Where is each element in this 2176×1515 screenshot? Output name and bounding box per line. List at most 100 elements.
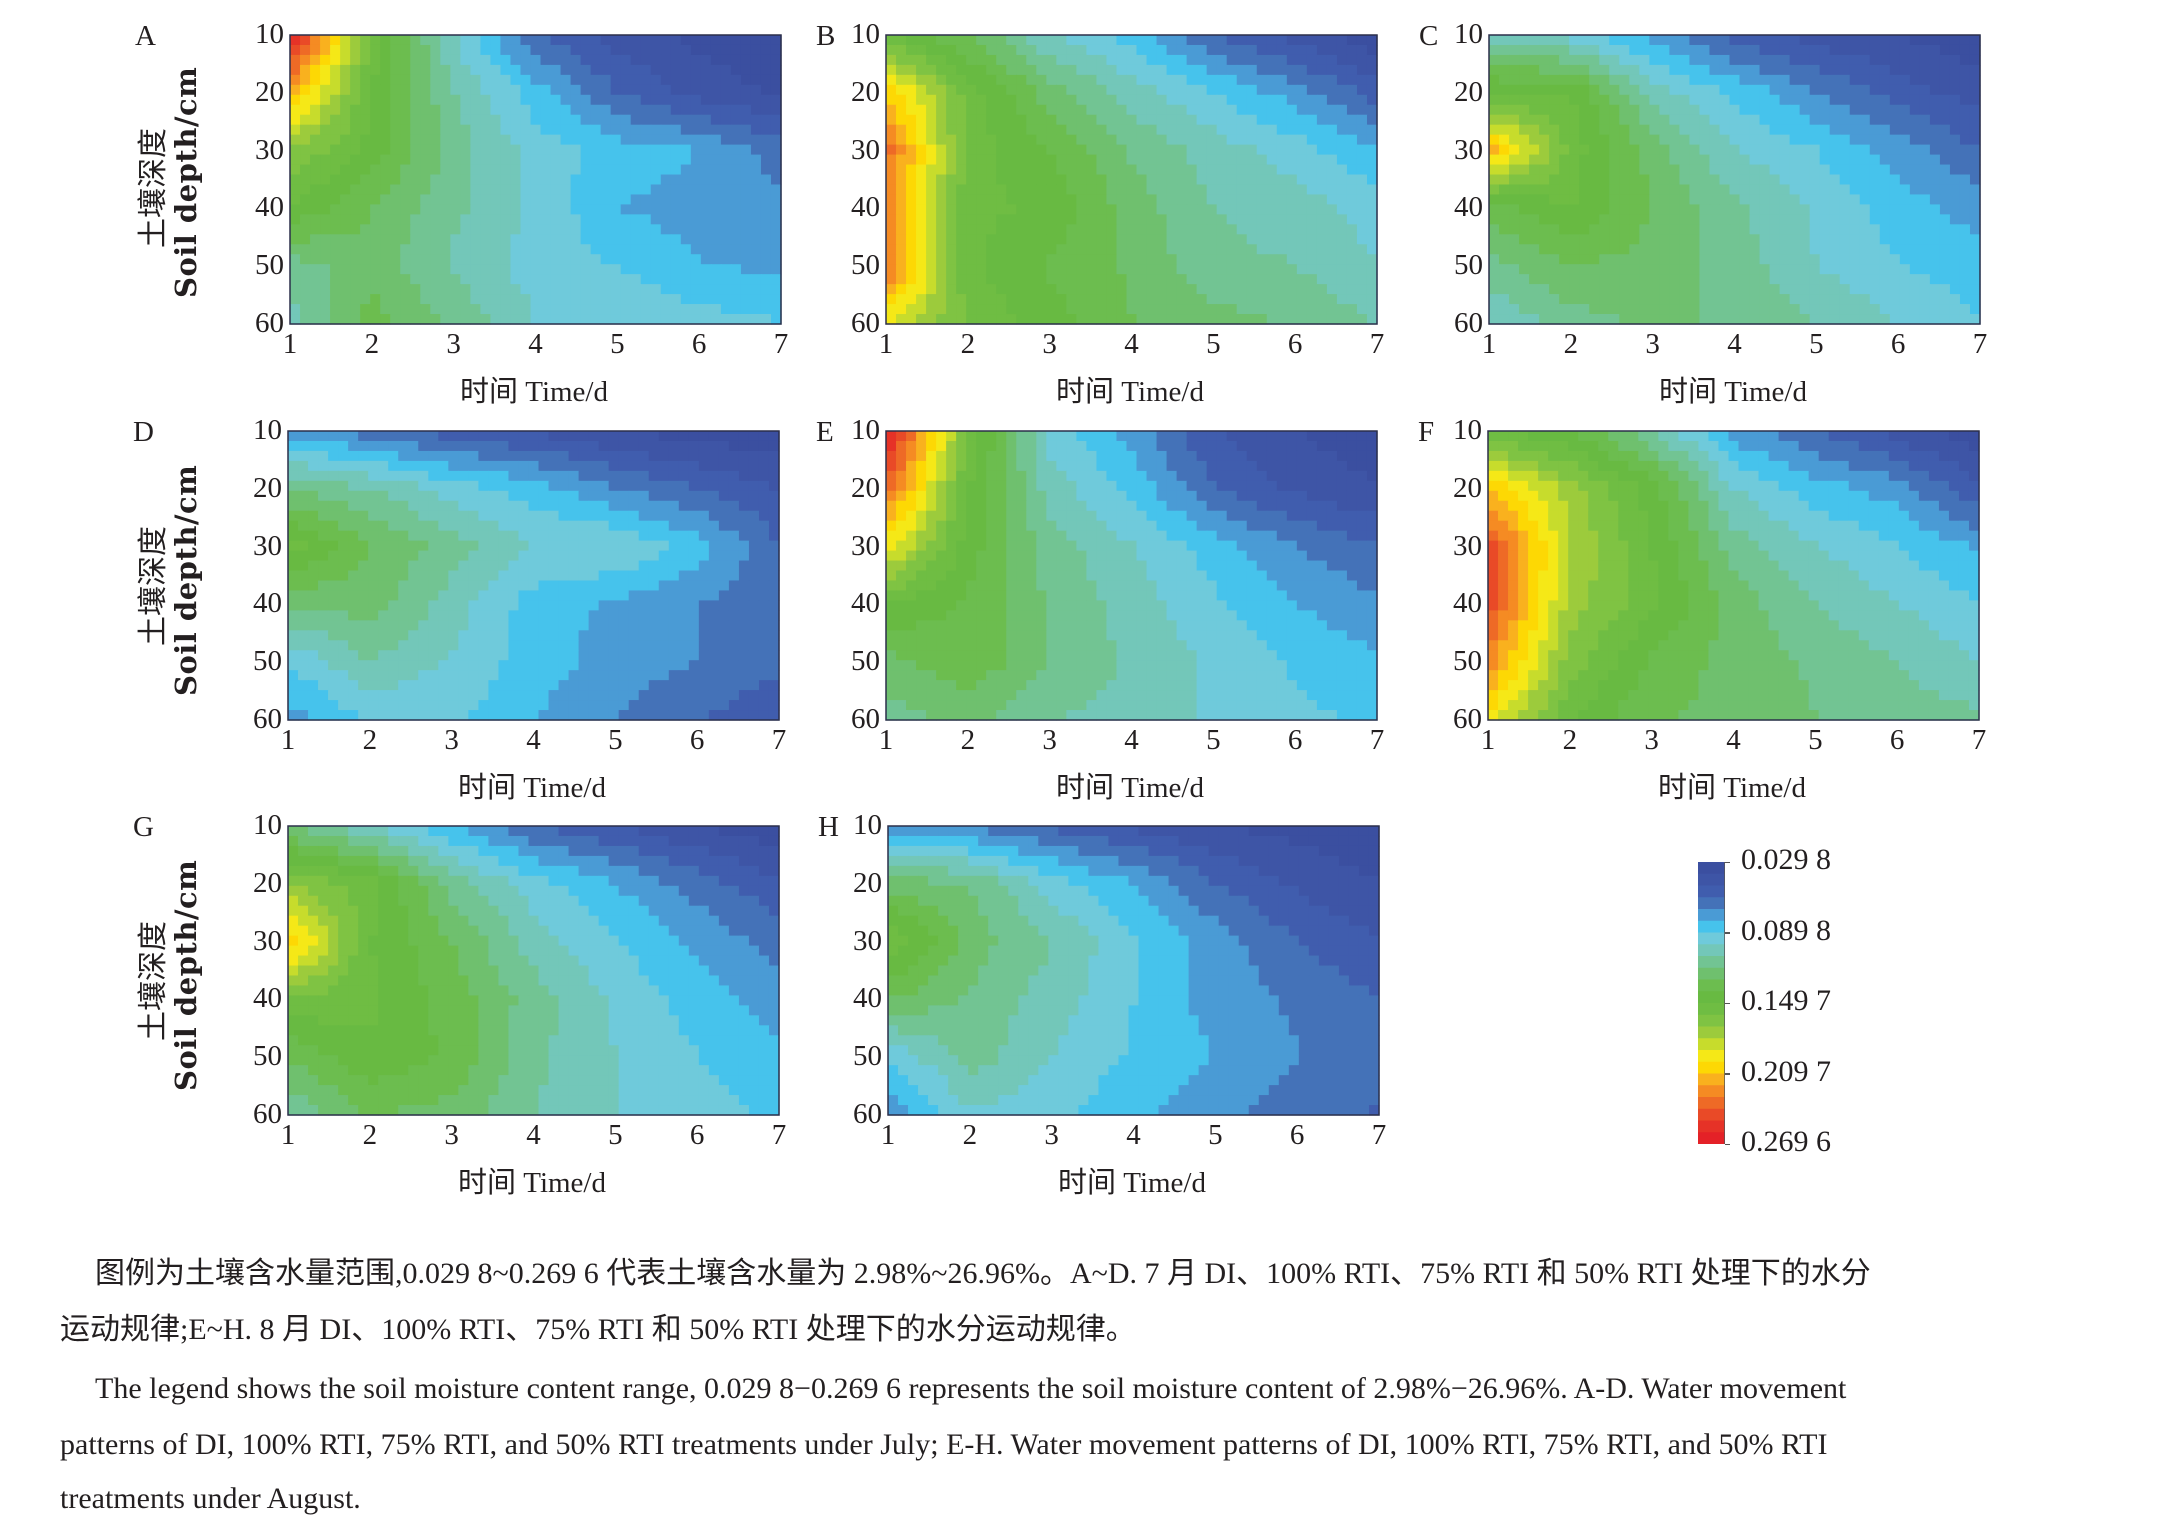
contour-cell xyxy=(1216,244,1228,255)
contour-cell xyxy=(480,94,492,106)
contour-cell xyxy=(1276,294,1288,305)
contour-cell xyxy=(720,124,732,136)
contour-cell xyxy=(1849,194,1861,206)
contour-cell xyxy=(680,104,692,116)
contour-cell xyxy=(470,144,481,156)
contour-cell xyxy=(1066,234,1077,245)
contour-cell xyxy=(1196,64,1208,76)
y-tick-label: 30 xyxy=(255,133,284,166)
contour-cell xyxy=(470,284,481,295)
contour-cell xyxy=(1899,254,1911,265)
contour-cell xyxy=(1206,94,1218,106)
contour-cell xyxy=(620,104,632,116)
contour-cell xyxy=(1599,254,1610,265)
contour-cell xyxy=(1246,35,1258,46)
contour-cell xyxy=(1709,64,1721,76)
contour-cell xyxy=(966,214,977,225)
contour-cell xyxy=(470,214,481,225)
contour-cell xyxy=(1146,294,1158,305)
contour-cell xyxy=(290,224,301,235)
contour-cell xyxy=(1066,154,1077,166)
contour-cell xyxy=(1076,74,1088,86)
contour-cell xyxy=(660,304,672,315)
contour-cell xyxy=(530,294,542,305)
contour-cell xyxy=(498,550,510,562)
contour-cell xyxy=(976,44,987,56)
contour-cell xyxy=(508,530,520,542)
contour-cell xyxy=(1096,134,1108,146)
contour-cell xyxy=(698,540,710,552)
contour-cell xyxy=(1909,44,1921,56)
contour-cell xyxy=(438,490,449,502)
contour-cell xyxy=(1046,35,1057,46)
contour-cell xyxy=(1166,35,1178,46)
contour-cell xyxy=(318,540,329,552)
contour-cell xyxy=(1899,104,1911,116)
contour-cell xyxy=(630,294,642,305)
contour-cell xyxy=(290,74,301,86)
contour-cell xyxy=(688,480,700,492)
contour-cell xyxy=(380,294,391,305)
contour-cell xyxy=(1336,94,1348,106)
contour-cell xyxy=(1609,104,1620,116)
contour-cell xyxy=(1639,114,1650,126)
contour-cell xyxy=(1779,154,1791,166)
contour-cell xyxy=(458,460,469,472)
contour-cell xyxy=(1649,274,1660,285)
contour-cell xyxy=(318,510,329,522)
contour-cell xyxy=(468,470,479,482)
contour-cell xyxy=(448,431,459,442)
contour-cell xyxy=(1206,294,1218,305)
contour-cell xyxy=(740,244,752,255)
contour-cell xyxy=(1789,154,1801,166)
contour-cell xyxy=(1829,164,1841,176)
contour-cell xyxy=(518,460,530,472)
contour-cell xyxy=(1599,54,1610,66)
contour-cell xyxy=(390,214,401,225)
contour-cell xyxy=(610,174,622,186)
contour-cell xyxy=(1569,224,1580,235)
contour-cell xyxy=(1909,164,1921,176)
y-tick-label: 40 xyxy=(1454,191,1483,224)
contour-cell xyxy=(340,214,351,225)
contour-cell xyxy=(966,104,977,116)
contour-cell xyxy=(1579,74,1590,86)
contour-cell xyxy=(1709,154,1721,166)
contour-cell xyxy=(1849,244,1861,255)
contour-cell xyxy=(338,460,349,472)
contour-cell xyxy=(750,94,762,106)
contour-cell xyxy=(338,540,349,552)
contour-cell xyxy=(400,314,411,325)
contour-cell xyxy=(1629,134,1640,146)
contour-cell xyxy=(360,214,371,225)
contour-cell xyxy=(640,314,652,325)
contour-cell xyxy=(288,460,299,472)
contour-cell xyxy=(1266,94,1278,106)
contour-cell xyxy=(518,450,530,462)
contour-cell xyxy=(1046,114,1057,126)
contour-cell xyxy=(1839,104,1851,116)
contour-cell xyxy=(1096,234,1108,245)
contour-cell xyxy=(1729,174,1741,186)
contour-cell xyxy=(1246,104,1258,116)
contour-cell xyxy=(1306,174,1318,186)
contour-cell xyxy=(1549,134,1560,146)
contour-cell xyxy=(1599,304,1610,315)
contour-cell xyxy=(1779,74,1791,86)
contour-cell xyxy=(590,294,602,305)
contour-cell xyxy=(560,194,572,206)
contour-cell xyxy=(976,174,987,186)
contour-cell xyxy=(1196,254,1208,265)
contour-cell xyxy=(518,520,530,532)
contour-cell xyxy=(1879,274,1891,285)
contour-cell xyxy=(1819,104,1831,116)
contour-cell xyxy=(680,294,692,305)
contour-cell xyxy=(1679,204,1691,215)
contour-cell xyxy=(428,560,439,572)
contour-cell xyxy=(300,104,311,116)
contour-cell xyxy=(478,431,490,442)
contour-cell xyxy=(1699,314,1711,325)
contour-cell xyxy=(1529,154,1540,166)
contour-cell xyxy=(580,114,592,126)
contour-cell xyxy=(996,304,1007,315)
